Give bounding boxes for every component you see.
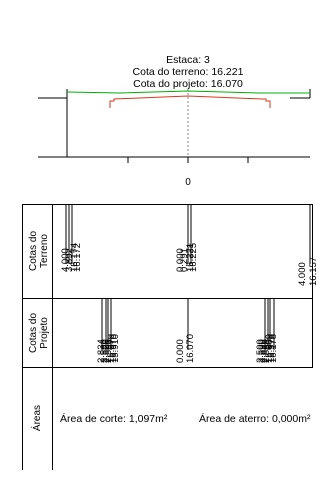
terrain-value: 16.174 (69, 243, 80, 272)
project-value: 16.070 (185, 334, 196, 363)
project-value: 2.636 (259, 339, 270, 363)
row-label-project-2: Projeto (39, 317, 50, 349)
data-table-grid (22, 204, 313, 470)
terrain-value: 16.221 (185, 243, 196, 272)
terrain-value: 16.157 (308, 257, 319, 286)
project-value: 2.526 (101, 339, 112, 363)
project-value: 15.978 (266, 334, 277, 363)
project-elevation-label: Cota do projeto: 16.070 (133, 78, 243, 90)
project-values-center: 0.000 16.070 (175, 334, 196, 363)
terrain-value: 4.000 (297, 262, 308, 286)
project-value: 15.970 (108, 334, 119, 363)
project-platform-line (109, 95, 271, 108)
row-label-project-1: Cotas do (28, 313, 39, 353)
project-value: 15.970 (106, 334, 117, 363)
terrain-column-lines (65, 204, 311, 264)
project-value: 2.590 (257, 339, 268, 363)
project-value: 0.000 (175, 339, 186, 363)
project-column-lines (101, 298, 275, 350)
project-value: 2.858 (261, 339, 272, 363)
fill-area-label: Área de aterro: 0,000m² (199, 412, 311, 425)
terrain-values-left: 4.000 3.892 16.174 16.172 (60, 243, 83, 272)
terrain-value: 3.892 (64, 248, 75, 272)
project-values-left: 2.834 2.500 2.526 2.596 15.970 15.970 15… (96, 334, 121, 363)
terrain-values-right: 4.000 16.157 (297, 257, 319, 286)
project-value: 16.178 (268, 334, 279, 363)
project-value: 15.909 (264, 334, 275, 363)
terrain-values-center: 0.000 0.291 16.221 16.225 (175, 243, 199, 272)
project-value: 2.834 (96, 339, 107, 363)
axis-ticks (127, 157, 249, 163)
project-value: 2.596 (103, 339, 114, 363)
row-label-areas: Áreas (30, 405, 43, 431)
terrain-elevation-label: Cota do terreno: 16.221 (133, 66, 244, 78)
section-frame (38, 89, 311, 158)
terrain-value: 16.172 (72, 243, 83, 272)
project-value: 2.500 (99, 339, 110, 363)
terrain-value: 0.000 (175, 248, 186, 272)
terrain-value: 0.291 (179, 248, 190, 272)
project-value: 15.910 (110, 334, 121, 363)
terrain-value: 16.225 (188, 243, 199, 272)
axis-center-label: 0 (185, 177, 191, 188)
station-label: Estaca: 3 (166, 54, 210, 66)
cut-area-label: Área de corte: 1,097m² (60, 412, 168, 425)
row-label-terrain-1: Cotas do (28, 231, 39, 271)
terrain-line (66, 90, 310, 94)
row-label-terrain-2: Terreno (39, 234, 50, 268)
terrain-value: 4.000 (60, 248, 71, 272)
project-value: 2.500 (255, 339, 266, 363)
project-values-right: 2.500 2.590 2.636 2.858 15.909 15.978 16… (255, 334, 279, 363)
